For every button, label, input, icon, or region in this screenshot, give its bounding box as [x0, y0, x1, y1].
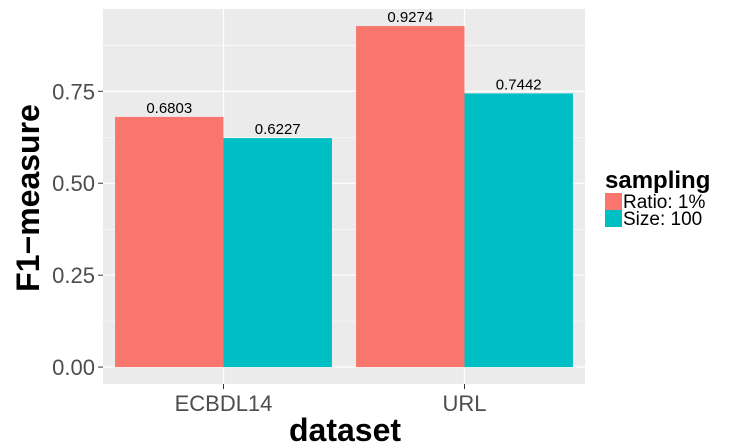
legend-key	[605, 210, 622, 227]
legend: sampling Ratio: 1%Size: 100	[605, 167, 710, 230]
x-tick-label: URL	[442, 391, 486, 416]
bar	[464, 93, 573, 368]
x-axis: ECBDL14 URL	[175, 384, 487, 416]
legend-title: sampling	[605, 167, 710, 194]
bar-value-label: 0.9274	[387, 9, 433, 26]
bar-value-label: 0.6803	[146, 100, 192, 117]
bar	[115, 116, 224, 368]
legend-label: Ratio: 1%	[623, 192, 705, 213]
y-axis: 0.00 0.25 0.50 0.75	[52, 79, 103, 380]
x-tick-label: ECBDL14	[175, 391, 273, 416]
legend-key	[605, 193, 622, 210]
bar	[356, 26, 465, 368]
x-axis-title: dataset	[289, 412, 401, 446]
y-tick-label: 0.75	[52, 79, 95, 104]
bars	[115, 26, 573, 368]
bar-value-label: 0.6227	[255, 121, 301, 138]
bar-value-label: 0.7442	[496, 76, 542, 93]
bar	[223, 138, 332, 368]
y-tick-label: 0.25	[52, 263, 95, 288]
legend-label: Size: 100	[623, 209, 702, 230]
y-axis-title: F1−measure	[10, 104, 46, 292]
y-tick-label: 0.50	[52, 171, 95, 196]
y-tick-label: 0.00	[52, 355, 95, 380]
bar-value-labels: 0.6803 0.6227 0.9274 0.7442	[146, 9, 541, 138]
